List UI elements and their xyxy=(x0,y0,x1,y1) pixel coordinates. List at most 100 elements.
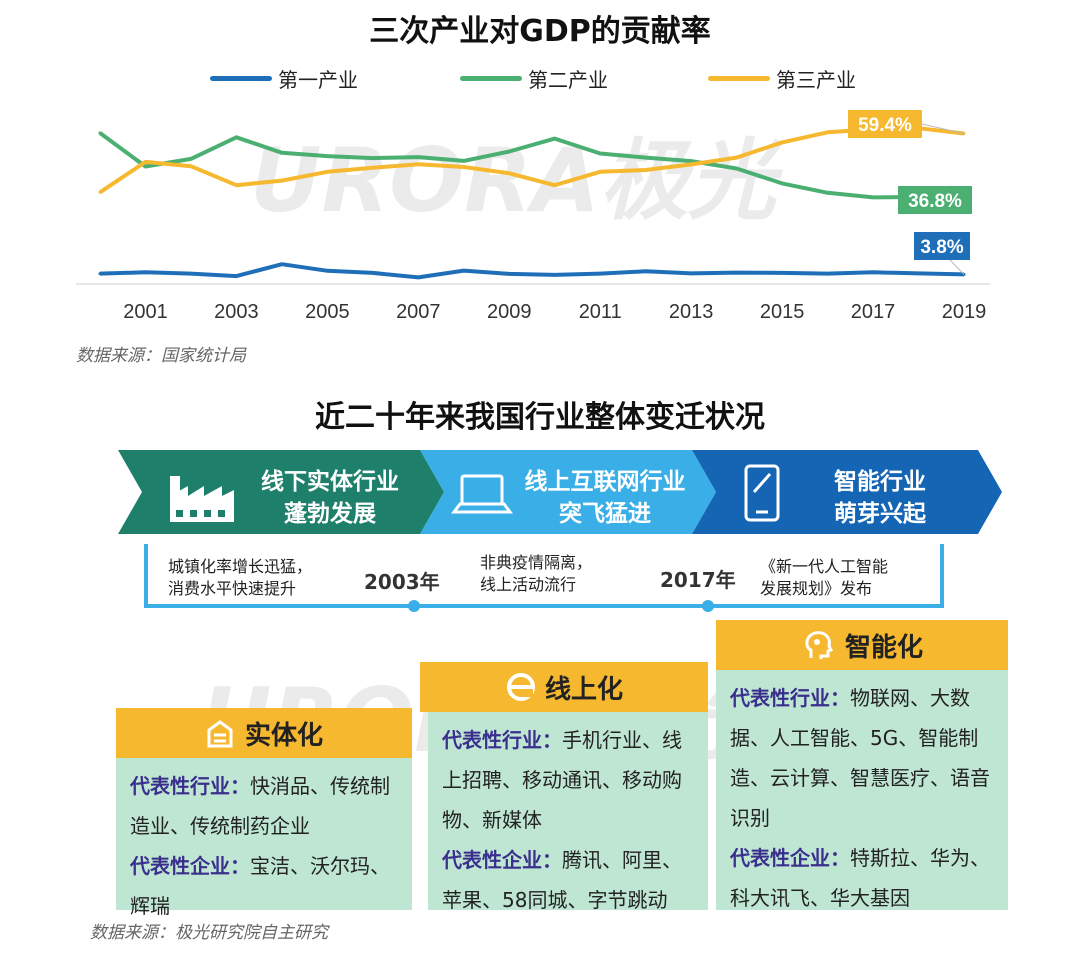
data-point xyxy=(598,152,602,156)
data-point xyxy=(371,156,375,160)
year-2003: 2003年 xyxy=(364,570,440,594)
legend-swatch xyxy=(708,75,770,81)
callout-box xyxy=(914,232,970,260)
data-point xyxy=(416,162,420,166)
callout-box xyxy=(848,110,922,138)
data-point xyxy=(325,269,329,273)
data-point xyxy=(644,168,648,172)
year-2017: 2017年 xyxy=(660,568,736,592)
x-tick-label: 2005 xyxy=(305,301,350,323)
data-point xyxy=(826,130,830,134)
legend-item-primary: 第一产业 xyxy=(210,64,358,92)
note-line: 线上活动流行 xyxy=(480,575,577,594)
industry-label: 代表性行业： xyxy=(130,774,250,798)
note-line: 发展规划》发布 xyxy=(760,579,873,598)
card-physical-header: 实体化 xyxy=(116,708,412,758)
arrow-online-text: 线上互联网行业 突飞猛进 xyxy=(510,466,700,530)
end-value-label: 36.8% xyxy=(908,191,962,212)
browser-e-icon xyxy=(506,673,535,701)
chart-source: 数据来源：国家统计局 xyxy=(76,346,246,366)
data-point xyxy=(689,271,693,275)
legend-item-secondary: 第二产业 xyxy=(460,64,608,92)
industry-text: 快消品、传统制造业、传统制药企业 xyxy=(130,774,390,838)
series-line-1 xyxy=(99,262,965,280)
data-point xyxy=(371,166,375,170)
end-value-label: 3.8% xyxy=(920,237,963,258)
arrow-offline-text: 线下实体行业 蓬勃发展 xyxy=(240,466,420,530)
data-point xyxy=(189,272,193,276)
card-online-header: 线上化 xyxy=(420,662,708,712)
data-point xyxy=(325,170,329,174)
legend-swatch xyxy=(210,75,272,81)
chart-title: 三次产业对GDP的贡献率 xyxy=(369,14,711,49)
data-point xyxy=(553,137,557,141)
x-tick-label: 2017 xyxy=(851,301,896,323)
note-1: 城镇化率增长迅猛， 消费水平快速提升 xyxy=(168,556,312,600)
factory-icon xyxy=(170,476,234,522)
data-point xyxy=(143,160,147,164)
x-tick-label: 2009 xyxy=(487,301,532,323)
x-tick-label: 2001 xyxy=(123,301,168,323)
data-point xyxy=(234,274,238,278)
data-point xyxy=(234,183,238,187)
data-point xyxy=(416,155,420,159)
data-point xyxy=(644,156,648,160)
note-line: 消费水平快速提升 xyxy=(168,579,297,598)
note-line: 非典疫情隔离， xyxy=(480,553,593,572)
data-point xyxy=(280,151,284,155)
laptop-icon xyxy=(451,474,513,514)
data-point xyxy=(826,191,830,195)
data-point xyxy=(189,164,193,168)
card-title: 线上化 xyxy=(544,674,623,705)
industry-text: 手机行业、线上招聘、移动通讯、移动购物、新媒体 xyxy=(442,728,682,832)
note-line: 《新一代人工智能 xyxy=(760,557,889,576)
section-title: 近二十年来我国行业整体变迁状况 xyxy=(315,400,765,435)
data-point xyxy=(735,166,739,170)
data-point xyxy=(325,154,329,158)
data-point xyxy=(507,150,511,154)
card-title: 智能化 xyxy=(844,632,923,663)
data-point xyxy=(553,183,557,187)
watermark-text: URORA极光 xyxy=(250,129,776,232)
company-label: 代表性企业： xyxy=(442,848,562,872)
company-label: 代表性企业： xyxy=(130,854,250,878)
arrow-line1: 线上互联网行业 xyxy=(524,469,686,495)
callout-connector xyxy=(949,259,965,275)
data-point xyxy=(98,131,102,135)
x-tick-label: 2013 xyxy=(669,301,714,323)
industry-label: 代表性行业： xyxy=(442,728,562,752)
card-smart-body: 代表性行业：物联网、大数据、人工智能、5G、智能制造、云计算、智慧医疗、语音识别… xyxy=(716,670,1008,910)
arrow-line2: 蓬勃发展 xyxy=(284,501,376,527)
x-tick-label: 2011 xyxy=(579,301,622,323)
callout-connector xyxy=(921,123,965,135)
company-text: 特斯拉、华为、科大讯飞、华大基因 xyxy=(730,846,990,910)
section-source: 数据来源：极光研究院自主研究 xyxy=(90,923,328,943)
arrow-line2: 突飞猛进 xyxy=(559,501,651,527)
data-point xyxy=(780,271,784,275)
legend-label: 第三产业 xyxy=(776,67,856,92)
legend-label: 第一产业 xyxy=(278,67,358,92)
note-2: 非典疫情隔离， 线上活动流行 xyxy=(480,552,592,596)
company-text: 宝洁、沃尔玛、辉瑞 xyxy=(130,854,390,918)
building-icon xyxy=(207,720,233,748)
data-point xyxy=(143,270,147,274)
phone-icon xyxy=(744,464,780,522)
timeline-dot xyxy=(408,600,420,612)
data-point xyxy=(598,170,602,174)
timeline-frame xyxy=(144,544,944,608)
data-point xyxy=(598,272,602,276)
data-point xyxy=(462,269,466,273)
stage-arrows xyxy=(118,450,1002,534)
data-point xyxy=(644,269,648,273)
legend-label: 第二产业 xyxy=(528,67,608,92)
card-physical-body: 代表性行业：快消品、传统制造业、传统制药企业 代表性企业：宝洁、沃尔玛、辉瑞 xyxy=(116,758,412,918)
data-point xyxy=(280,262,284,266)
arrow-line1: 线下实体行业 xyxy=(261,469,399,495)
card-online-body: 代表性行业：手机行业、线上招聘、移动通讯、移动购物、新媒体 代表性企业：腾讯、阿… xyxy=(428,712,708,912)
data-point xyxy=(871,195,875,199)
card-smart-header: 智能化 xyxy=(716,620,1008,670)
industry-label: 代表性行业： xyxy=(730,686,850,710)
data-point xyxy=(780,181,784,185)
x-tick-label: 2007 xyxy=(396,301,441,323)
end-value-label: 59.4% xyxy=(858,115,912,136)
